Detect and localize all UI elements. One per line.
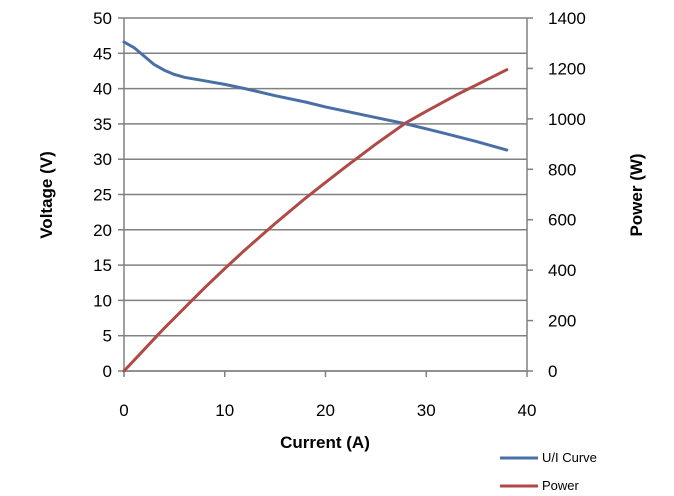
legend-label-power: Power <box>542 478 580 493</box>
series-point-u-i-curve-16 <box>425 127 428 130</box>
series-point-power-14 <box>455 93 458 96</box>
ticks-layer: 0510152025303540455002004006008001000120… <box>93 9 586 420</box>
series-point-power-5 <box>223 267 226 270</box>
series-point-power-16 <box>505 68 508 71</box>
series-point-power-8 <box>304 197 307 200</box>
series-point-power-15 <box>485 78 488 81</box>
y-right-tick-label-400: 400 <box>548 261 576 280</box>
series-point-power-1 <box>143 348 146 351</box>
y-left-axis-title: Voltage (V) <box>37 151 56 239</box>
y-right-tick-label-1000: 1000 <box>548 110 586 129</box>
series-point-power-10 <box>344 165 347 168</box>
y-left-tick-label-25: 25 <box>93 186 112 205</box>
y-left-tick-label-15: 15 <box>93 256 112 275</box>
y-right-tick-label-600: 600 <box>548 211 576 230</box>
series-point-power-0 <box>123 370 126 373</box>
y-right-tick-label-1400: 1400 <box>548 9 586 28</box>
series-point-u-i-curve-1 <box>133 46 136 49</box>
series-point-u-i-curve-10 <box>274 94 277 97</box>
series-point-power-2 <box>163 327 166 330</box>
y-left-tick-label-0: 0 <box>103 362 112 381</box>
y-right-tick-label-800: 800 <box>548 160 576 179</box>
x-tick-label-0: 0 <box>119 401 128 420</box>
y-left-tick-label-30: 30 <box>93 150 112 169</box>
y-left-tick-label-10: 10 <box>93 291 112 310</box>
series-point-power-11 <box>374 143 377 146</box>
y-right-tick-label-0: 0 <box>548 362 557 381</box>
series-layer <box>122 40 509 373</box>
series-point-u-i-curve-12 <box>324 105 327 108</box>
series-point-power-9 <box>324 181 327 184</box>
legend: U/I Curve Power <box>500 450 597 493</box>
y-right-tick-label-200: 200 <box>548 312 576 331</box>
series-point-u-i-curve-18 <box>475 140 478 143</box>
series-point-u-i-curve-0 <box>123 41 126 44</box>
y-left-tick-label-20: 20 <box>93 221 112 240</box>
series-point-power-12 <box>405 121 408 124</box>
series-point-u-i-curve-3 <box>153 63 156 66</box>
y-left-tick-label-35: 35 <box>93 115 112 134</box>
series-line-power <box>122 68 509 373</box>
y-left-tick-label-45: 45 <box>93 44 112 63</box>
series-point-u-i-curve-14 <box>374 116 377 119</box>
series-point-u-i-curve-8 <box>223 83 226 86</box>
series-point-power-13 <box>425 110 428 113</box>
x-axis-title: Current (A) <box>280 433 370 452</box>
series-point-power-4 <box>203 286 206 289</box>
y-left-tick-label-5: 5 <box>103 327 112 346</box>
series-point-u-i-curve-11 <box>304 101 307 104</box>
series-point-u-i-curve-13 <box>344 110 347 113</box>
series-point-u-i-curve-9 <box>243 87 246 90</box>
x-tick-label-10: 10 <box>215 401 234 420</box>
series-point-u-i-curve-7 <box>203 79 206 82</box>
x-tick-label-40: 40 <box>518 401 537 420</box>
y-right-axis-title: Power (W) <box>627 153 646 236</box>
series-point-power-6 <box>243 248 246 251</box>
series-point-u-i-curve-19 <box>505 149 508 152</box>
series-point-u-i-curve-2 <box>143 55 146 58</box>
y-right-tick-label-1200: 1200 <box>548 59 586 78</box>
series-line-u-i-curve <box>122 40 509 152</box>
y-left-tick-label-50: 50 <box>93 9 112 28</box>
series-point-power-7 <box>274 222 277 225</box>
series-point-u-i-curve-5 <box>173 73 176 76</box>
grid-layer <box>124 17 527 372</box>
series-point-u-i-curve-17 <box>445 132 448 135</box>
x-tick-label-20: 20 <box>316 401 335 420</box>
x-tick-label-30: 30 <box>417 401 436 420</box>
y-left-tick-label-40: 40 <box>93 80 112 99</box>
series-point-u-i-curve-6 <box>183 76 186 79</box>
legend-label-ui-curve: U/I Curve <box>542 450 597 465</box>
series-point-u-i-curve-4 <box>163 69 166 72</box>
series-point-power-3 <box>183 306 186 309</box>
